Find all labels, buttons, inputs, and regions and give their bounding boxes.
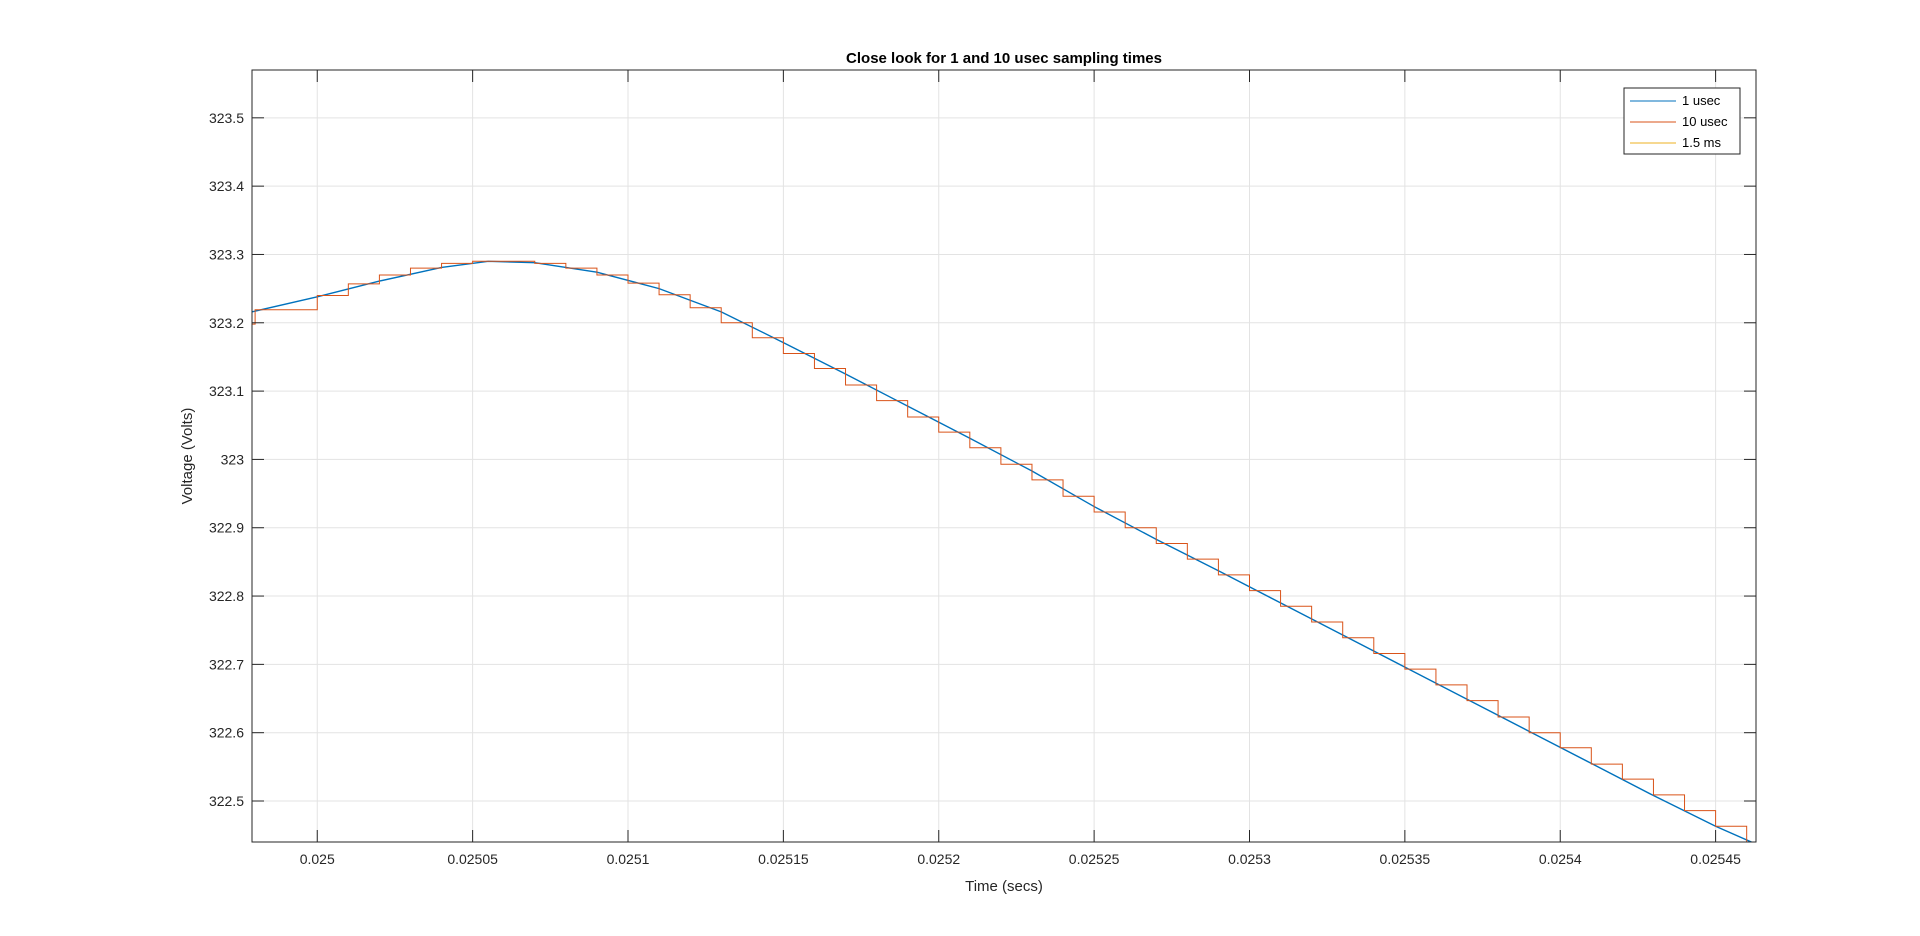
x-tick-label: 0.02505 <box>447 851 498 867</box>
y-tick-label: 323.4 <box>209 178 244 194</box>
y-tick-label: 322.8 <box>209 588 244 604</box>
ticks <box>252 70 1756 842</box>
y-tick-label: 323.5 <box>209 110 244 126</box>
axes-box <box>251 69 1757 843</box>
x-tick-label: 0.02525 <box>1069 851 1120 867</box>
x-axis-label: Time (secs) <box>965 878 1043 895</box>
series-line-10-usec <box>252 260 1756 842</box>
y-tick-label: 322.6 <box>209 725 244 741</box>
legend[interactable]: 1 usec 10 usec 1.5 ms <box>1623 87 1741 155</box>
legend-label-10usec: 10 usec <box>1682 114 1728 129</box>
series-group <box>252 260 1756 842</box>
x-tick-label: 0.0253 <box>1228 851 1271 867</box>
x-tick-label: 0.0252 <box>917 851 960 867</box>
y-tick-label: 322.7 <box>209 656 244 672</box>
y-axis-label: Voltage (Volts) <box>179 408 196 505</box>
legend-label-1usec: 1 usec <box>1682 93 1721 108</box>
x-tick-label: 0.0254 <box>1539 851 1582 867</box>
y-tick-label: 323 <box>221 451 245 467</box>
y-tick-label: 322.9 <box>209 520 244 536</box>
chart-title: Close look for 1 and 10 usec sampling ti… <box>846 50 1162 67</box>
grid <box>252 70 1756 842</box>
legend-label-1-5ms: 1.5 ms <box>1682 135 1722 150</box>
y-tick-label: 322.5 <box>209 793 244 809</box>
tick-labels: 0.025 0.02505 0.0251 0.02515 0.0252 0.02525 0.… <box>209 110 1741 867</box>
x-tick-label: 0.02515 <box>758 851 809 867</box>
y-tick-label: 323.1 <box>209 383 244 399</box>
x-tick-label: 0.02535 <box>1380 851 1431 867</box>
y-tick-label: 323.2 <box>209 315 244 331</box>
y-tick-label: 323.3 <box>209 246 244 262</box>
x-tick-label: 0.0251 <box>607 851 650 867</box>
x-tick-label: 0.02545 <box>1690 851 1741 867</box>
x-tick-label: 0.025 <box>300 851 335 867</box>
